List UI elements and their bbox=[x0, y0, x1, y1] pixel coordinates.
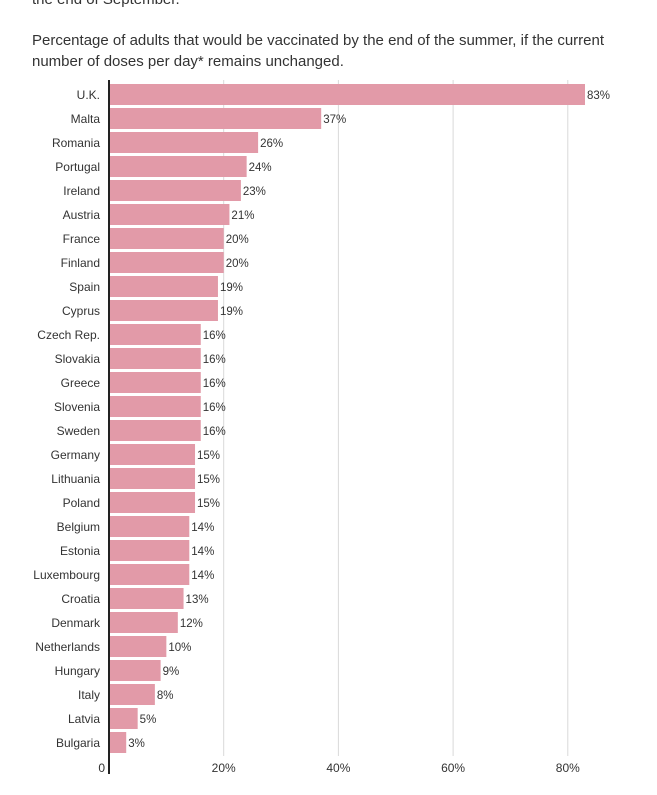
bar bbox=[109, 84, 585, 105]
bar bbox=[109, 612, 178, 633]
value-label: 15% bbox=[197, 498, 220, 510]
bar bbox=[109, 180, 241, 201]
value-label: 12% bbox=[180, 618, 203, 630]
category-label: Malta bbox=[71, 112, 101, 126]
value-label: 19% bbox=[220, 306, 243, 318]
category-label: Belgium bbox=[57, 520, 100, 534]
value-label: 16% bbox=[203, 426, 226, 438]
category-label: Ireland bbox=[63, 184, 100, 198]
category-label: Croatia bbox=[61, 592, 100, 606]
category-label: Slovakia bbox=[55, 352, 101, 366]
bar bbox=[109, 684, 155, 705]
bar bbox=[109, 132, 259, 153]
bar bbox=[109, 540, 190, 561]
category-label: Romania bbox=[52, 136, 100, 150]
bar bbox=[109, 492, 196, 513]
category-label: Austria bbox=[63, 208, 101, 222]
value-label: 16% bbox=[203, 354, 226, 366]
value-label: 14% bbox=[191, 546, 214, 558]
gridlines bbox=[223, 80, 569, 756]
bar bbox=[109, 300, 218, 321]
category-label: Czech Rep. bbox=[37, 328, 100, 342]
value-label: 13% bbox=[186, 594, 209, 606]
bar bbox=[109, 276, 218, 297]
bar bbox=[109, 252, 224, 273]
value-label: 16% bbox=[203, 378, 226, 390]
category-label: Bulgaria bbox=[56, 736, 100, 750]
chart-subtitle: Percentage of adults that would be vacci… bbox=[32, 32, 605, 70]
category-label: Germany bbox=[51, 448, 100, 462]
category-label: Slovenia bbox=[54, 400, 100, 414]
bar bbox=[109, 420, 201, 441]
bar bbox=[109, 732, 127, 753]
x-tick-label: 80% bbox=[556, 761, 580, 775]
bar bbox=[109, 444, 196, 465]
bar bbox=[109, 516, 190, 537]
category-label: Greece bbox=[61, 376, 101, 390]
bar bbox=[109, 228, 224, 249]
bar bbox=[109, 396, 201, 417]
value-label: 21% bbox=[231, 210, 254, 222]
value-label: 26% bbox=[260, 138, 283, 150]
value-label: 37% bbox=[323, 114, 346, 126]
value-label: 14% bbox=[191, 522, 214, 534]
value-label: 19% bbox=[220, 282, 243, 294]
value-label: 15% bbox=[197, 474, 220, 486]
bar bbox=[109, 108, 322, 129]
bar bbox=[109, 372, 201, 393]
category-label: Estonia bbox=[60, 544, 100, 558]
category-label: Latvia bbox=[68, 712, 100, 726]
value-label: 9% bbox=[163, 666, 180, 678]
value-label: 14% bbox=[191, 570, 214, 582]
bars bbox=[109, 84, 585, 753]
category-label: Netherlands bbox=[35, 640, 100, 654]
value-label: 5% bbox=[140, 714, 157, 726]
category-label: Poland bbox=[63, 496, 100, 510]
category-label: Spain bbox=[69, 280, 100, 294]
bar bbox=[109, 156, 247, 177]
category-label: Denmark bbox=[51, 616, 101, 630]
x-tick-label: 60% bbox=[441, 761, 465, 775]
bar bbox=[109, 348, 201, 369]
bar bbox=[109, 708, 138, 729]
category-label: Luxembourg bbox=[33, 568, 100, 582]
bar bbox=[109, 588, 184, 609]
value-label: 15% bbox=[197, 450, 220, 462]
category-label: Portugal bbox=[55, 160, 100, 174]
category-label: Cyprus bbox=[62, 304, 100, 318]
labels: 0 20% 40% 60% 80% U.K. 83% Malta 37% Romania 26% Po… bbox=[33, 88, 610, 775]
x-tick-label: 40% bbox=[326, 761, 350, 775]
value-label: 16% bbox=[203, 330, 226, 342]
bar bbox=[109, 204, 230, 225]
bar bbox=[109, 324, 201, 345]
previous-paragraph-fragment: the end of September. bbox=[32, 0, 180, 8]
value-label: 24% bbox=[249, 162, 272, 174]
value-label: 83% bbox=[587, 90, 610, 102]
category-label: Sweden bbox=[57, 424, 100, 438]
value-label: 16% bbox=[203, 402, 226, 414]
x-tick-label: 0 bbox=[98, 761, 105, 775]
value-label: 10% bbox=[168, 642, 191, 654]
value-label: 20% bbox=[226, 258, 249, 270]
value-label: 20% bbox=[226, 234, 249, 246]
bar bbox=[109, 468, 196, 489]
value-label: 3% bbox=[128, 738, 145, 750]
category-label: U.K. bbox=[77, 88, 100, 102]
category-label: Italy bbox=[78, 688, 100, 702]
category-label: France bbox=[63, 232, 101, 246]
x-tick-label: 20% bbox=[212, 761, 236, 775]
bar bbox=[109, 564, 190, 585]
category-label: Hungary bbox=[55, 664, 100, 678]
category-label: Lithuania bbox=[51, 472, 100, 486]
value-label: 23% bbox=[243, 186, 266, 198]
bar bbox=[109, 636, 167, 657]
bar bbox=[109, 660, 161, 681]
category-label: Finland bbox=[61, 256, 100, 270]
value-label: 8% bbox=[157, 690, 174, 702]
